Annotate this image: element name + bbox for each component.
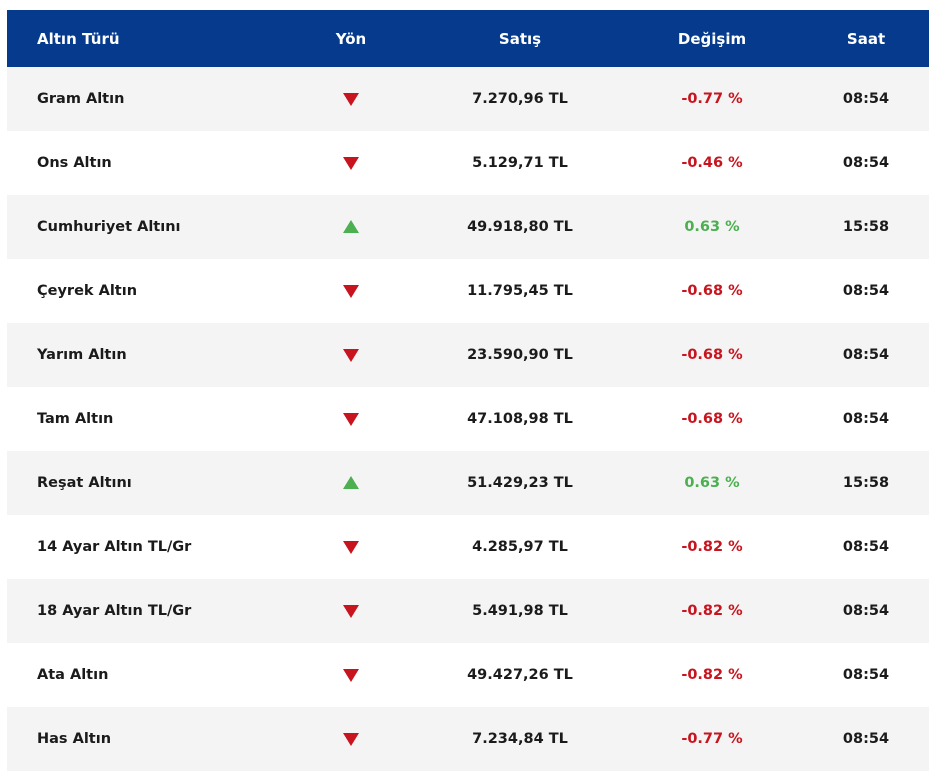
sell-price: 7.270,96 TL: [472, 91, 568, 107]
gold-type: Cumhuriyet Altını: [37, 219, 181, 235]
header-cell: Satış: [498, 29, 542, 48]
table-row: Çeyrek Altın 11.795,45 TL -0.68 % 08:54: [7, 259, 929, 323]
sell-price: 49.427,26 TL: [467, 667, 573, 683]
gold-type: Ata Altın: [37, 667, 109, 683]
arrow-shape: [343, 285, 359, 298]
time: 08:54: [842, 155, 890, 171]
gold-type: Çeyrek Altın: [37, 283, 138, 299]
gold-type: 14 Ayar Altın TL/Gr: [37, 539, 192, 555]
change: 0.63 %: [684, 475, 740, 491]
arrow-shape: [343, 157, 359, 170]
sell-price: 5.491,98 TL: [472, 603, 568, 619]
arrow-shape: [343, 413, 359, 426]
change: -0.77 %: [681, 731, 743, 747]
gold-type: Yarım Altın: [37, 347, 127, 363]
gold-type: 18 Ayar Altın TL/Gr: [37, 603, 192, 619]
direction-cell: [267, 347, 435, 363]
table-row: Yarım Altın 23.590,90 TL -0.68 % 08:54: [7, 323, 929, 387]
arrow-shape: [343, 93, 359, 106]
table-row: 14 Ayar Altın TL/Gr 4.285,97 TL -0.82 % 08:…: [7, 515, 929, 579]
direction-cell: [267, 155, 435, 171]
change: -0.82 %: [681, 603, 743, 619]
table-body: Gram Altın 7.270,96 TL -0.77 % 08:54 Ons Alt…: [7, 67, 929, 771]
change: -0.77 %: [681, 91, 743, 107]
direction-cell: [267, 475, 435, 491]
change: -0.82 %: [681, 539, 743, 555]
down-arrow: [343, 413, 359, 426]
table-row: 18 Ayar Altın TL/Gr 5.491,98 TL -0.82 % 08:…: [7, 579, 929, 643]
time: 08:54: [842, 91, 890, 107]
down-arrow: [343, 669, 359, 682]
direction-cell: [267, 91, 435, 107]
arrow-shape: [343, 220, 359, 233]
gold-type: Gram Altın: [37, 91, 125, 107]
time: 08:54: [842, 283, 890, 299]
gold-type: Has Altın: [37, 731, 112, 747]
table-header: Altın Türü Yön Satış Değişim Saat: [7, 10, 929, 67]
direction-cell: [267, 411, 435, 427]
down-arrow: [343, 349, 359, 362]
change: -0.82 %: [681, 667, 743, 683]
header-cell: Altın Türü: [37, 29, 120, 48]
change: 0.63 %: [684, 219, 740, 235]
table-row: Reşat Altını 51.429,23 TL 0.63 % 15:58: [7, 451, 929, 515]
down-arrow: [343, 93, 359, 106]
time: 08:54: [842, 667, 890, 683]
gold-type: Ons Altın: [37, 155, 112, 171]
down-arrow: [343, 541, 359, 554]
arrow-shape: [343, 605, 359, 618]
time: 08:54: [842, 539, 890, 555]
arrow-shape: [343, 541, 359, 554]
table-row: Tam Altın 47.108,98 TL -0.68 % 08:54: [7, 387, 929, 451]
sell-price: 4.285,97 TL: [472, 539, 568, 555]
change: -0.46 %: [681, 155, 743, 171]
direction-cell: [267, 667, 435, 683]
time: 08:54: [842, 731, 890, 747]
table-row: Has Altın 7.234,84 TL -0.77 % 08:54: [7, 707, 929, 771]
down-arrow: [343, 605, 359, 618]
up-arrow: [343, 220, 359, 233]
header-cell: Yön: [335, 29, 367, 48]
direction-cell: [267, 731, 435, 747]
time: 15:58: [842, 219, 890, 235]
time: 08:54: [842, 603, 890, 619]
gold-type: Reşat Altını: [37, 475, 132, 491]
time: 15:58: [842, 475, 890, 491]
down-arrow: [343, 285, 359, 298]
arrow-shape: [343, 669, 359, 682]
sell-price: 49.918,80 TL: [467, 219, 573, 235]
sell-price: 11.795,45 TL: [467, 283, 573, 299]
sell-price: 47.108,98 TL: [467, 411, 573, 427]
header-cell: Saat: [846, 29, 886, 48]
time: 08:54: [842, 411, 890, 427]
direction-cell: [267, 539, 435, 555]
arrow-shape: [343, 349, 359, 362]
table-row: Gram Altın 7.270,96 TL -0.77 % 08:54: [7, 67, 929, 131]
up-arrow: [343, 476, 359, 489]
direction-cell: [267, 283, 435, 299]
table-row: Ata Altın 49.427,26 TL -0.82 % 08:54: [7, 643, 929, 707]
change: -0.68 %: [681, 283, 743, 299]
sell-price: 7.234,84 TL: [472, 731, 568, 747]
sell-price: 23.590,90 TL: [467, 347, 573, 363]
change: -0.68 %: [681, 411, 743, 427]
down-arrow: [343, 733, 359, 746]
down-arrow: [343, 157, 359, 170]
table-row: Cumhuriyet Altını 49.918,80 TL 0.63 % 15:58: [7, 195, 929, 259]
gold-type: Tam Altın: [37, 411, 114, 427]
table-row: Ons Altın 5.129,71 TL -0.46 % 08:54: [7, 131, 929, 195]
time: 08:54: [842, 347, 890, 363]
header-cell: Değişim: [677, 29, 747, 48]
change: -0.68 %: [681, 347, 743, 363]
sell-price: 51.429,23 TL: [467, 475, 573, 491]
arrow-shape: [343, 733, 359, 746]
gold-price-table: Altın Türü Yön Satış Değişim Saat Gram Altın…: [7, 10, 929, 771]
arrow-shape: [343, 476, 359, 489]
sell-price: 5.129,71 TL: [472, 155, 568, 171]
direction-cell: [267, 219, 435, 235]
direction-cell: [267, 603, 435, 619]
